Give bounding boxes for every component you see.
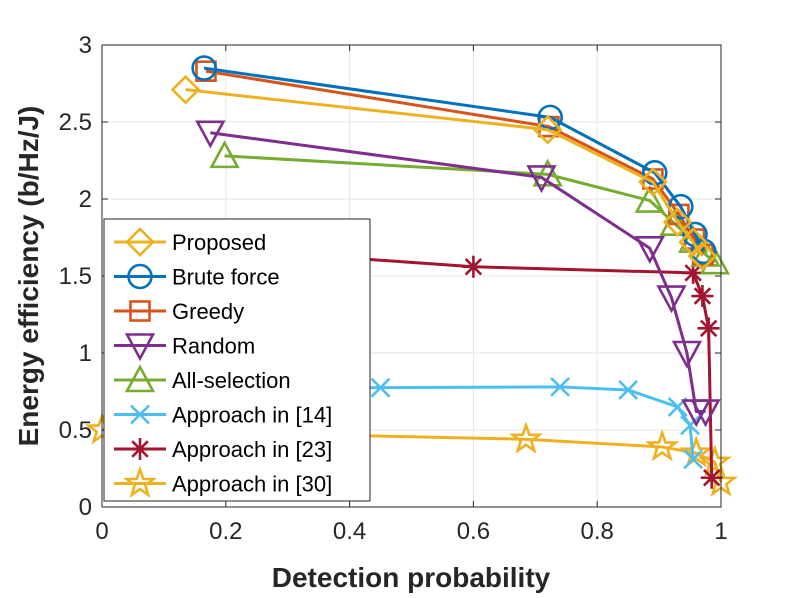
legend-label: Approach in [30] [172,472,332,497]
legend-label: Approach in [23] [172,437,332,462]
legend-entry-approach-in-23: Approach in [23] [114,437,332,462]
y-axis-label: Energy efficiency (b/Hz/J) [13,106,44,447]
data-point [638,167,668,197]
legend-marker [124,333,156,362]
data-point [662,207,693,237]
y-tick-label: 2 [79,186,92,213]
x-tick-label: 0.6 [457,518,490,545]
data-point [671,340,703,369]
x-tick-label: 0.8 [581,518,614,545]
y-tick-label: 1.5 [59,263,92,290]
series-proposed [170,74,718,271]
data-point [462,255,485,278]
legend-box [103,218,371,502]
data-point [550,376,570,397]
data-point [697,317,720,340]
legend-entry-all-selection: All-selection [114,364,291,393]
data-point [697,444,732,477]
legend-label: All-selection [172,368,291,393]
x-axis-label: Detection probability [272,562,551,593]
series-line [203,66,706,253]
data-point [532,114,563,145]
data-point [683,449,704,470]
x-tick-label: 0.2 [209,518,242,545]
data-point [645,428,680,462]
data-point [634,184,665,213]
data-point [634,235,665,265]
legend-label: Brute force [172,265,280,290]
data-point [209,140,240,169]
y-tick-label: 3 [79,32,92,59]
legend-label: Proposed [172,230,266,255]
data-point [618,380,639,400]
legend: Proposed Brute force Greedy Random All-selec… [103,218,371,502]
data-point [680,415,700,436]
data-point [170,74,201,105]
legend-marker [129,438,151,460]
legend-entry-greedy: Greedy [114,299,244,324]
data-point [679,435,714,468]
series-random [195,120,721,428]
legend-entry-random: Random [114,333,255,362]
x-tick-label: 0 [95,518,108,545]
data-point [678,227,708,257]
data-point [195,120,226,149]
tick-layer: 0 0.2 0.4 0.6 0.8 1 0 0.5 1 1.5 2 2.5 3 [59,32,728,545]
legend-marker [122,465,158,499]
data-point [691,285,714,308]
series-line [185,88,704,257]
data-point [700,466,723,489]
data-point [682,261,705,284]
legend-marker [129,300,151,322]
x-tick-label: 1 [714,518,727,545]
x-tick-label: 0.4 [333,518,366,545]
legend-label: Random [172,334,255,359]
data-point [526,165,557,194]
series-line [101,428,723,483]
legend-entry-approach-in-14: Approach in [14] [114,403,332,428]
y-tick-label: 2.5 [59,109,92,136]
legend-entry-approach-in-30: Approach in [30] [114,465,332,499]
series-line [210,131,706,414]
y-tick-label: 0 [79,494,92,521]
y-tick-label: 0.5 [59,417,92,444]
legend-marker [125,227,155,257]
y-tick-label: 1 [79,340,92,367]
series-line [188,245,714,478]
data-point [656,285,687,314]
data-point [370,377,391,398]
legend-label: Greedy [172,299,244,324]
legend-entry-brute-force: Brute force [114,263,280,290]
data-point [508,421,544,454]
legend-label: Approach in [14] [172,403,332,428]
data-point [532,158,563,187]
data-point [191,55,217,81]
legend-entry-proposed: Proposed [114,227,266,257]
legend-marker [124,364,156,393]
series-layer [84,55,739,497]
legend-marker [130,404,150,425]
data-point [537,104,563,131]
data-point [687,241,718,271]
data-point [690,399,721,428]
legend-marker [127,263,153,290]
